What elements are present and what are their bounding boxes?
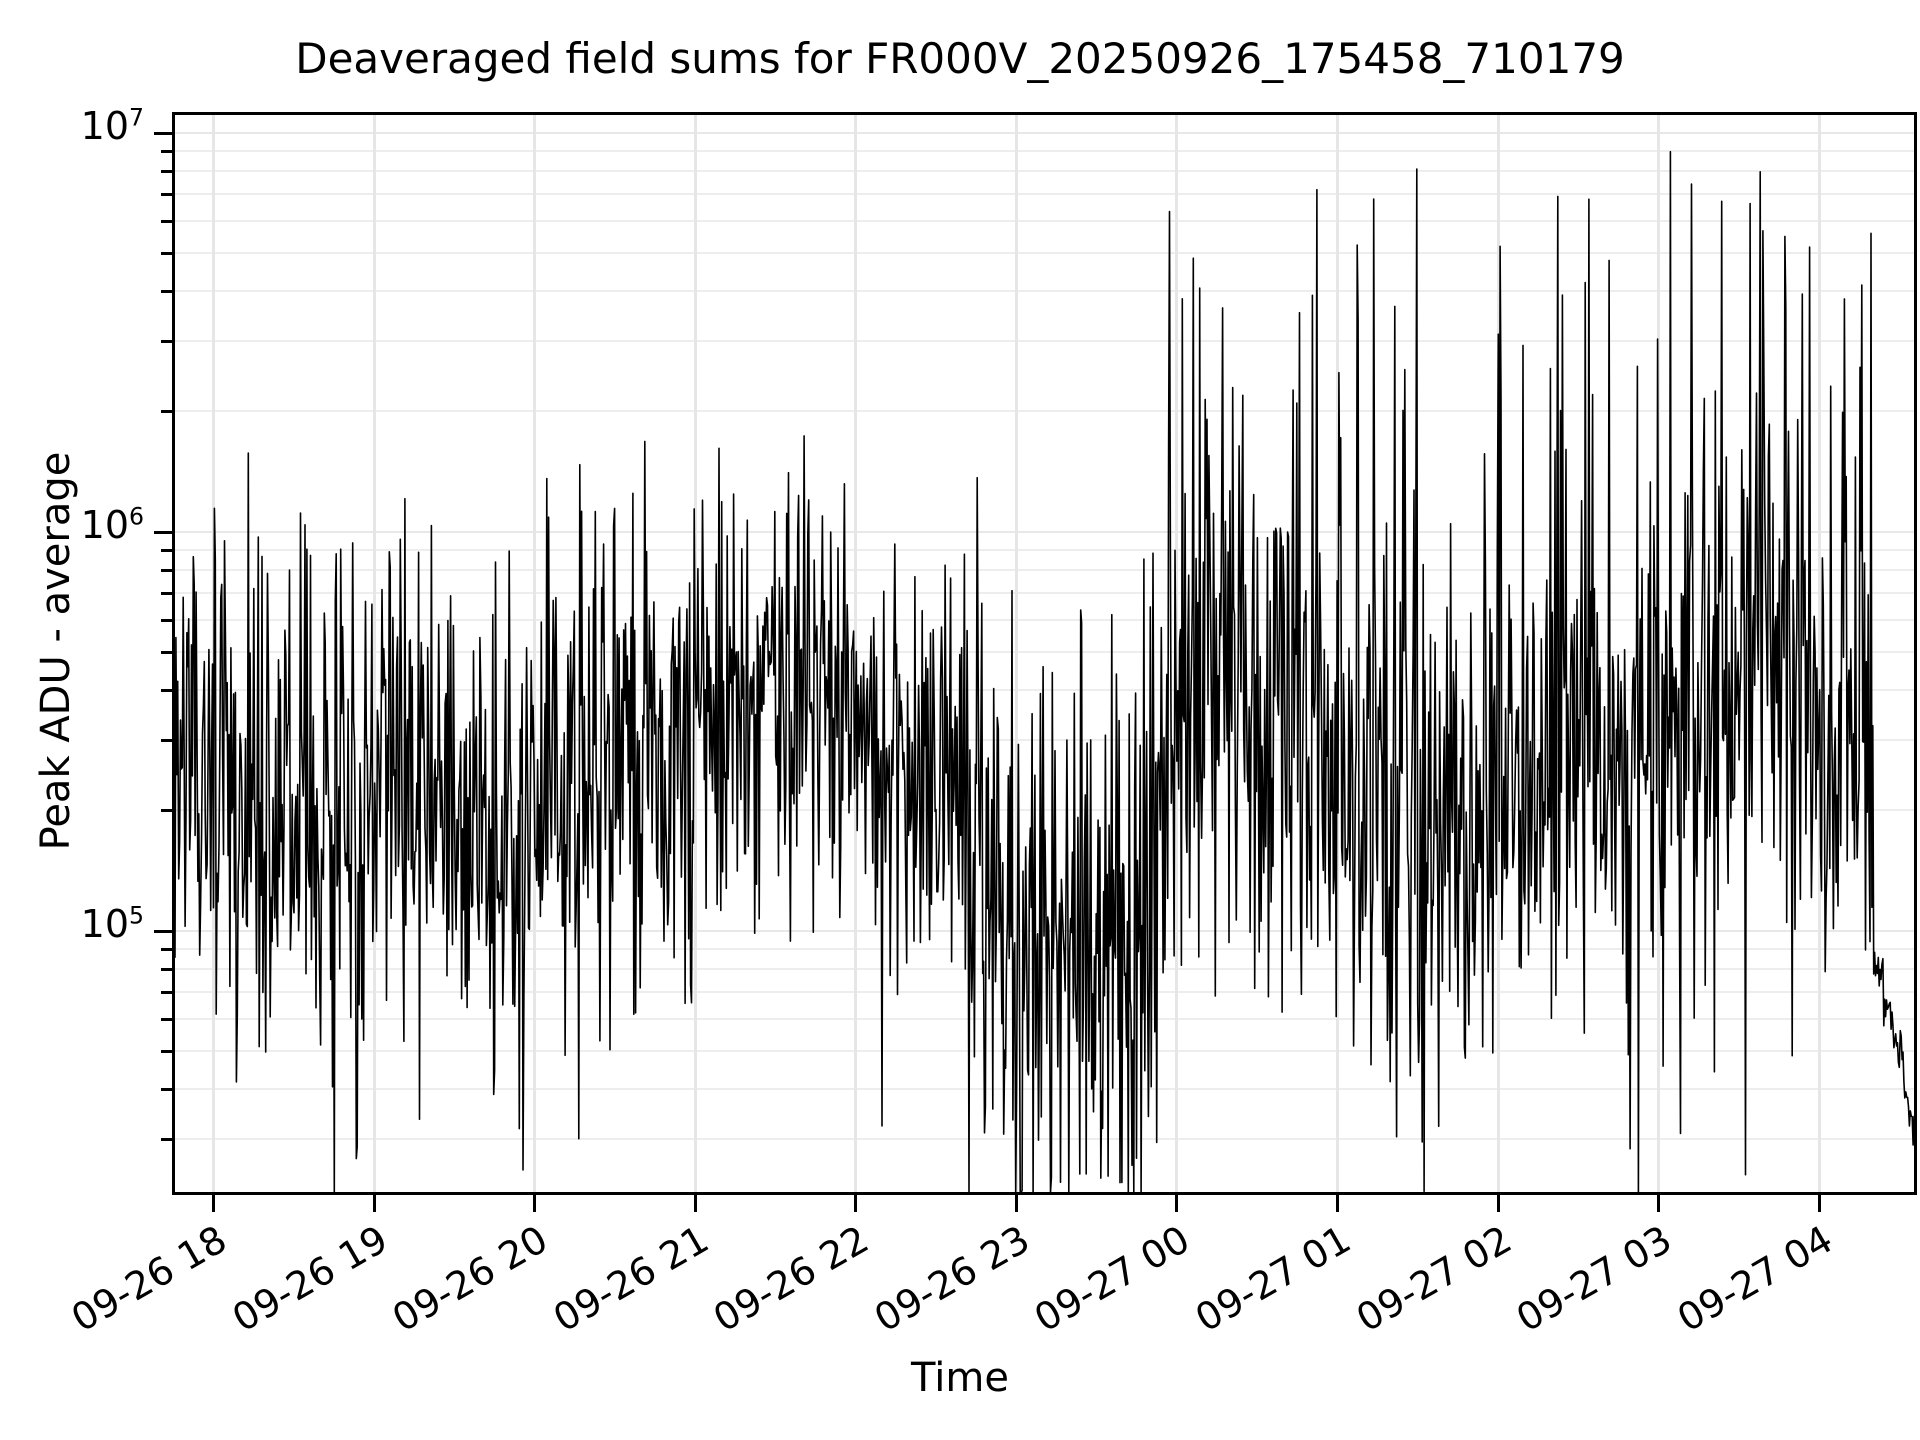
plot-area xyxy=(172,112,1917,1195)
y-tick-label: 107 xyxy=(81,104,144,148)
y-tick-minor xyxy=(161,739,172,743)
gridline-y-minor xyxy=(175,592,1914,595)
gridline-y-minor xyxy=(175,251,1914,254)
y-tick-minor xyxy=(161,991,172,995)
gridline-y-minor xyxy=(175,1088,1914,1091)
y-tick-minor xyxy=(161,689,172,693)
y-tick-major xyxy=(154,530,172,534)
x-axis-label: Time xyxy=(911,1355,1009,1401)
y-tick-minor xyxy=(161,1049,172,1053)
x-tick-mark xyxy=(1657,1194,1661,1212)
gridline-y-minor xyxy=(175,991,1914,994)
x-tick-mark xyxy=(693,1194,697,1212)
y-tick-minor xyxy=(161,592,172,596)
gridline-y-minor xyxy=(175,569,1914,572)
y-tick-minor xyxy=(161,340,172,344)
gridline-x-major xyxy=(1496,115,1500,1192)
gridline-x-major xyxy=(372,115,376,1192)
y-axis-label: Peak ADU - average xyxy=(33,451,79,850)
y-tick-label: 105 xyxy=(81,902,144,946)
gridline-x-major xyxy=(1175,115,1179,1192)
gridline-y-minor xyxy=(175,193,1914,196)
y-tick-label-exponent: 5 xyxy=(129,900,144,929)
gridline-y-minor xyxy=(175,410,1914,413)
y-tick-label-exponent: 6 xyxy=(129,501,144,530)
y-tick-minor xyxy=(161,1088,172,1092)
x-tick-mark xyxy=(1335,1194,1339,1212)
y-tick-minor xyxy=(161,548,172,552)
gridline-y-minor xyxy=(175,340,1914,343)
gridline-y-minor xyxy=(175,619,1914,622)
y-tick-label-mantissa: 10 xyxy=(80,103,130,148)
gridline-y-minor xyxy=(175,809,1914,812)
gridline-x-major xyxy=(1014,115,1018,1192)
gridline-x-major xyxy=(1817,115,1821,1192)
gridline-y-minor xyxy=(175,968,1914,971)
x-tick-mark xyxy=(211,1194,215,1212)
gridline-y-minor xyxy=(175,1049,1914,1052)
y-tick-minor xyxy=(161,968,172,972)
gridline-y-minor xyxy=(175,689,1914,692)
gridline-y-minor xyxy=(175,149,1914,152)
y-tick-minor xyxy=(161,1018,172,1022)
x-tick-mark xyxy=(1496,1194,1500,1212)
y-tick-minor xyxy=(161,1138,172,1142)
page-title: Deaveraged field sums for FR000V_2025092… xyxy=(295,34,1625,83)
y-tick-minor xyxy=(161,193,172,197)
gridline-y-major xyxy=(175,530,1914,533)
x-tick-mark xyxy=(1817,1194,1821,1212)
x-tick-mark xyxy=(1014,1194,1018,1212)
gridline-y-minor xyxy=(175,548,1914,551)
gridline-y-minor xyxy=(175,290,1914,293)
y-tick-minor xyxy=(161,650,172,654)
y-tick-minor xyxy=(161,220,172,224)
gridline-y-minor xyxy=(175,650,1914,653)
series-line xyxy=(175,150,1914,1192)
y-tick-minor xyxy=(161,809,172,813)
gridline-y-major xyxy=(175,131,1914,134)
x-tick-mark xyxy=(854,1194,858,1212)
y-tick-minor xyxy=(161,947,172,951)
y-tick-label: 106 xyxy=(81,503,144,547)
gridline-x-major xyxy=(533,115,537,1192)
gridline-y-minor xyxy=(175,1018,1914,1021)
y-tick-minor xyxy=(161,410,172,414)
x-tick-mark xyxy=(1175,1194,1179,1212)
y-tick-minor xyxy=(161,290,172,294)
y-tick-minor xyxy=(161,149,172,153)
gridline-y-minor xyxy=(175,220,1914,223)
gridline-y-minor xyxy=(175,947,1914,950)
y-tick-minor xyxy=(161,251,172,255)
x-tick-mark xyxy=(533,1194,537,1212)
data-line-layer xyxy=(175,150,1914,1192)
y-tick-minor xyxy=(161,170,172,174)
y-tick-major xyxy=(154,929,172,933)
x-tick-mark xyxy=(372,1194,376,1212)
y-tick-label-mantissa: 10 xyxy=(80,502,130,547)
y-tick-minor xyxy=(161,569,172,573)
y-tick-label-mantissa: 10 xyxy=(80,901,130,946)
gridline-y-minor xyxy=(175,170,1914,173)
y-tick-major xyxy=(154,131,172,135)
gridline-y-minor xyxy=(175,1138,1914,1141)
y-tick-label-exponent: 7 xyxy=(129,102,144,131)
y-tick-minor xyxy=(161,619,172,623)
gridline-y-minor xyxy=(175,739,1914,742)
